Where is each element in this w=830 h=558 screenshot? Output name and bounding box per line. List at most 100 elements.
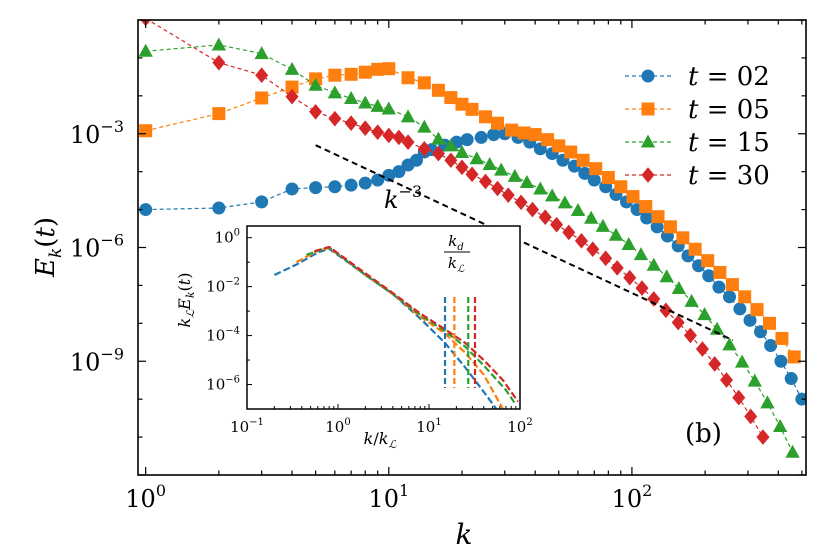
inset-annotation-denominator: kℒ	[448, 254, 465, 275]
data-point	[487, 128, 501, 142]
data-point	[756, 429, 770, 445]
data-point	[285, 182, 299, 196]
data-point	[308, 77, 323, 91]
inset-x-tick-label: 10−1	[230, 417, 264, 436]
data-point	[621, 237, 636, 251]
data-point	[626, 190, 640, 204]
data-point	[738, 290, 752, 304]
data-point	[460, 133, 474, 147]
data-point	[454, 145, 470, 159]
data-point	[557, 195, 573, 209]
data-point	[328, 110, 342, 127]
data-point	[772, 419, 788, 433]
data-point	[650, 220, 664, 234]
data-point	[328, 180, 342, 194]
data-point	[639, 200, 653, 214]
data-point	[382, 62, 396, 76]
data-point	[212, 107, 226, 121]
inset-series-layer	[273, 245, 519, 409]
data-point	[371, 62, 385, 76]
data-point	[574, 233, 588, 249]
data-point	[750, 303, 764, 317]
legend-marker	[641, 167, 655, 183]
data-point	[328, 68, 342, 82]
reference-line-group: k−3	[315, 144, 734, 342]
data-point	[587, 173, 601, 187]
legend-label: t = 30	[688, 161, 770, 191]
data-point	[784, 372, 798, 386]
data-point	[720, 372, 734, 388]
data-point	[785, 444, 800, 458]
legend-marker	[640, 134, 656, 148]
data-point	[608, 227, 624, 241]
data-point	[599, 250, 613, 267]
data-point	[676, 231, 690, 245]
data-point	[417, 119, 432, 133]
data-point	[734, 354, 750, 368]
data-point	[382, 127, 396, 144]
data-point	[651, 210, 665, 224]
series-t15	[138, 37, 800, 458]
data-point	[501, 187, 515, 203]
data-point	[528, 128, 542, 142]
data-point	[255, 67, 269, 84]
y-tick-label: 10−3	[70, 117, 124, 149]
data-point	[712, 280, 726, 294]
data-point	[795, 392, 806, 406]
data-point	[455, 159, 469, 176]
data-point	[732, 389, 746, 406]
data-point	[494, 162, 509, 176]
data-point	[371, 124, 385, 140]
inset-x-tick-label: 101	[416, 417, 441, 436]
data-point	[701, 254, 715, 268]
data-point	[465, 102, 479, 116]
y-tick-label: 10−9	[70, 344, 124, 376]
data-point	[775, 331, 789, 345]
legend-entry-t05: t = 05	[625, 95, 770, 125]
inset-annotation-numerator: kd	[448, 232, 464, 253]
data-point	[725, 278, 739, 292]
inset-y-axis-label: kℒEk(t)	[175, 273, 197, 328]
legend-label: t = 15	[688, 128, 770, 158]
panel-label: (b)	[685, 419, 722, 449]
data-point	[601, 171, 615, 185]
data-point	[562, 224, 576, 241]
data-point	[646, 257, 661, 271]
data-point	[713, 265, 727, 279]
data-point	[695, 341, 709, 357]
inset-x-tick-label: 100	[325, 417, 350, 436]
data-point	[688, 242, 702, 256]
data-point	[309, 181, 323, 195]
data-point	[614, 180, 628, 194]
legend-label: t = 05	[688, 95, 770, 125]
data-point	[358, 120, 372, 137]
data-point	[401, 134, 415, 150]
data-point	[327, 85, 343, 99]
inset-annotation-num-sub: d	[457, 242, 463, 253]
main-series-layer	[138, 20, 806, 458]
inset-y-tick-label: 100	[215, 228, 240, 247]
data-point	[255, 195, 269, 209]
data-point	[564, 145, 578, 159]
data-point	[552, 139, 566, 153]
inset-y-tick-label: 10−6	[206, 375, 240, 394]
data-point	[344, 178, 358, 192]
data-point	[647, 291, 661, 307]
data-point	[760, 395, 775, 409]
data-point	[358, 176, 372, 190]
series-t30	[140, 20, 770, 445]
inset-axes-frame	[246, 225, 521, 410]
data-point	[358, 65, 372, 79]
data-point	[683, 327, 697, 344]
data-point	[479, 110, 493, 124]
data-point	[517, 126, 531, 140]
inset-y-tick-label: 10−4	[206, 326, 240, 345]
legend-entry-t30: t = 30	[625, 161, 770, 191]
inset-y-tick-label: 10−2	[206, 277, 240, 296]
x-tick-label: 101	[368, 481, 409, 513]
data-point	[722, 337, 737, 351]
data-point	[505, 123, 519, 137]
data-point	[358, 95, 373, 109]
data-point	[635, 280, 649, 296]
